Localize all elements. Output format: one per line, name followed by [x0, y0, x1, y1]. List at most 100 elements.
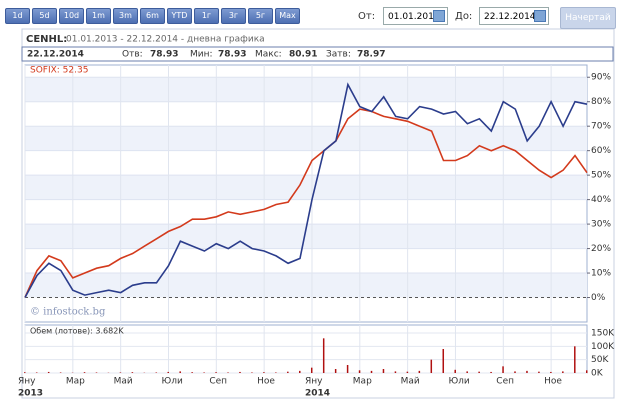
summary-date: 22.12.2014: [27, 50, 84, 60]
volume-bar: [275, 372, 277, 373]
x-tick-label: Мар: [66, 377, 85, 387]
toolbar: 1d 5d 10d 1m 3m 6m YTD 1г 3г 5г Max От: …: [0, 0, 620, 30]
volume-bar: [490, 371, 492, 373]
volume-bar: [358, 370, 361, 373]
series-line: [24, 82, 588, 298]
grid-band: [25, 175, 587, 200]
x-tick-label: Яну: [18, 377, 36, 387]
to-input[interactable]: 22.12.2014: [479, 7, 549, 25]
volume-bar: [562, 371, 564, 373]
volume-bar: [322, 338, 325, 373]
summary-value: 80.91: [289, 50, 317, 60]
to-date: 22.12.2014: [484, 12, 536, 22]
volume-tick-label: 50K: [591, 355, 609, 365]
calendar-icon[interactable]: [534, 10, 546, 22]
y-tick-label: 0%: [591, 293, 606, 303]
y-tick-label: 20%: [591, 244, 611, 254]
volume-bar: [406, 371, 409, 373]
volume-bar: [167, 371, 169, 373]
chart-subtitle: 01.01.2013 - 22.12.2014 - дневна графика: [66, 35, 265, 45]
y-tick-label: 40%: [591, 195, 611, 205]
volume-bar: [119, 372, 122, 373]
x-year-label: 2013: [18, 389, 43, 399]
volume-bar: [430, 359, 433, 373]
x-tick-label: Сеп: [496, 377, 514, 387]
watermark: © infostock.bg: [30, 307, 106, 318]
volume-title: Обем (лотове): 3.682K: [30, 327, 124, 336]
from-label: От:: [358, 11, 376, 22]
volume-bar: [263, 372, 265, 373]
period-button[interactable]: 1d: [5, 8, 30, 24]
volume-bar: [418, 370, 421, 373]
summary-value: 78.93: [150, 50, 178, 60]
period-button[interactable]: 3m: [113, 8, 138, 24]
y-tick-label: 70%: [591, 122, 611, 132]
period-button[interactable]: 3г: [221, 8, 246, 24]
submit-button[interactable]: Начертай: [560, 7, 616, 29]
grid-band: [25, 126, 587, 151]
period-button[interactable]: Max: [275, 8, 300, 24]
summary-value: 78.97: [357, 50, 385, 60]
volume-bar: [299, 370, 301, 373]
volume-bar: [526, 370, 528, 373]
period-button[interactable]: 5d: [32, 8, 57, 24]
volume-bar: [227, 372, 229, 373]
volume-bar: [466, 371, 468, 373]
volume-bar: [370, 370, 373, 373]
y-tick-label: 60%: [591, 146, 611, 156]
x-tick-label: Юли: [448, 377, 469, 387]
period-button[interactable]: 6m: [140, 8, 165, 24]
calendar-icon[interactable]: [433, 10, 445, 22]
volume-bar: [346, 365, 349, 373]
volume-bar: [502, 366, 504, 373]
x-tick-label: Яну: [305, 377, 323, 387]
x-tick-label: Мар: [353, 377, 372, 387]
x-tick-label: Юли: [161, 377, 182, 387]
y-tick-label: 80%: [591, 97, 611, 107]
y-tick-label: 50%: [591, 171, 611, 181]
volume-bar: [586, 370, 588, 373]
summary-label: Затв:: [326, 50, 351, 60]
chart-frame: [21, 28, 615, 399]
volume-bar: [251, 372, 253, 373]
x-tick-label: Сеп: [209, 377, 227, 387]
volume-bar: [59, 372, 62, 373]
volume-bar: [454, 369, 456, 373]
volume-bar: [155, 372, 158, 373]
grid-band: [25, 273, 587, 298]
volume-bar: [574, 346, 576, 373]
volume-bar: [24, 372, 26, 373]
volume-bar: [203, 372, 205, 373]
grid-band: [25, 77, 587, 102]
x-tick-label: Ное: [257, 377, 275, 387]
period-button[interactable]: 5г: [248, 8, 273, 24]
y-tick-label: 10%: [591, 269, 611, 279]
x-year-label: 2014: [305, 389, 330, 399]
volume-tick-label: 0K: [591, 369, 604, 379]
to-label: До:: [455, 11, 473, 22]
volume-bar: [538, 371, 540, 373]
volume-bar: [95, 372, 98, 373]
volume-bar: [131, 372, 134, 373]
volume-tick-label: 100K: [591, 342, 615, 352]
x-tick-label: Ное: [544, 377, 562, 387]
series-line: [24, 108, 588, 298]
volume-bar: [334, 369, 337, 373]
period-button[interactable]: 1m: [86, 8, 111, 24]
volume-bar: [478, 371, 480, 373]
volume-bar: [442, 349, 445, 373]
volume-bar: [47, 371, 50, 373]
period-button[interactable]: 1г: [194, 8, 219, 24]
chart-title: CENHL:: [26, 34, 67, 45]
period-button[interactable]: YTD: [167, 8, 192, 24]
summary-box: [21, 46, 614, 62]
summary-value: 78.93: [218, 50, 246, 60]
from-input[interactable]: 01.01.2013: [383, 7, 448, 25]
volume-bar: [191, 372, 193, 373]
volume-bar: [215, 372, 217, 373]
legend-entry: SOFIX: 52.35: [30, 66, 88, 76]
summary-label: Мин:: [190, 50, 213, 60]
period-button[interactable]: 10d: [59, 8, 84, 24]
volume-bar: [550, 371, 552, 373]
